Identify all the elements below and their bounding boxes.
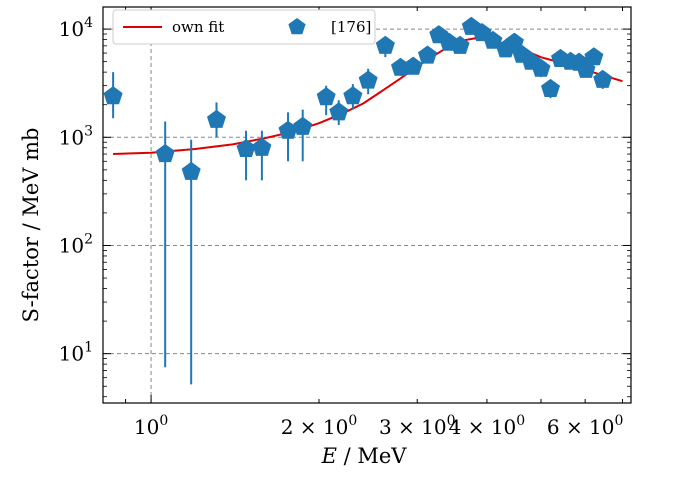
y-tick-label: 103 bbox=[59, 123, 93, 149]
plot-frame bbox=[102, 6, 632, 404]
data-point bbox=[541, 78, 560, 97]
data-point bbox=[236, 139, 256, 157]
data-point bbox=[316, 87, 336, 106]
data-point bbox=[343, 86, 363, 105]
x-tick-label: 3 × 100 bbox=[379, 413, 456, 439]
x-axis-label: E / MeV bbox=[321, 444, 408, 468]
legend: own fit [176] bbox=[112, 9, 376, 45]
x-tick-label: 2 × 100 bbox=[281, 413, 358, 439]
legend-data-label: [176] bbox=[331, 18, 371, 36]
legend-box bbox=[112, 9, 376, 45]
legend-data-swatch bbox=[288, 18, 306, 35]
data-point bbox=[584, 47, 604, 66]
data-point bbox=[403, 56, 423, 75]
y-tick-label: 101 bbox=[59, 340, 93, 366]
x-tick-label: 100 bbox=[134, 413, 168, 439]
data-point bbox=[483, 30, 503, 49]
data-point bbox=[418, 45, 437, 64]
x-tick-label: 4 × 100 bbox=[449, 413, 526, 439]
y-tick-labels: 101 102 103 104 bbox=[59, 15, 93, 366]
data-point bbox=[207, 109, 226, 128]
data-point bbox=[329, 102, 349, 121]
data-series bbox=[103, 16, 613, 385]
data-point bbox=[450, 35, 470, 54]
data-point bbox=[531, 58, 551, 77]
data-point bbox=[278, 120, 298, 139]
data-point bbox=[293, 116, 313, 135]
grid-lines bbox=[103, 7, 631, 403]
data-point bbox=[103, 86, 123, 105]
y-tick-label: 102 bbox=[59, 231, 93, 257]
x-tick-label: 6 × 100 bbox=[547, 413, 624, 439]
data-point bbox=[155, 144, 175, 163]
axis-ticks bbox=[103, 7, 631, 403]
data-point bbox=[375, 35, 395, 54]
data-point bbox=[504, 32, 524, 51]
data-point bbox=[252, 137, 272, 156]
y-tick-label: 104 bbox=[59, 15, 93, 41]
fit-line bbox=[113, 37, 623, 155]
data-point bbox=[593, 69, 613, 88]
data-point bbox=[181, 161, 201, 180]
fit-series bbox=[113, 37, 623, 155]
legend-fit-label: own fit bbox=[172, 18, 224, 36]
y-axis-label: S-factor / MeV mb bbox=[19, 128, 43, 323]
data-point bbox=[358, 70, 378, 89]
data-point bbox=[391, 57, 410, 76]
